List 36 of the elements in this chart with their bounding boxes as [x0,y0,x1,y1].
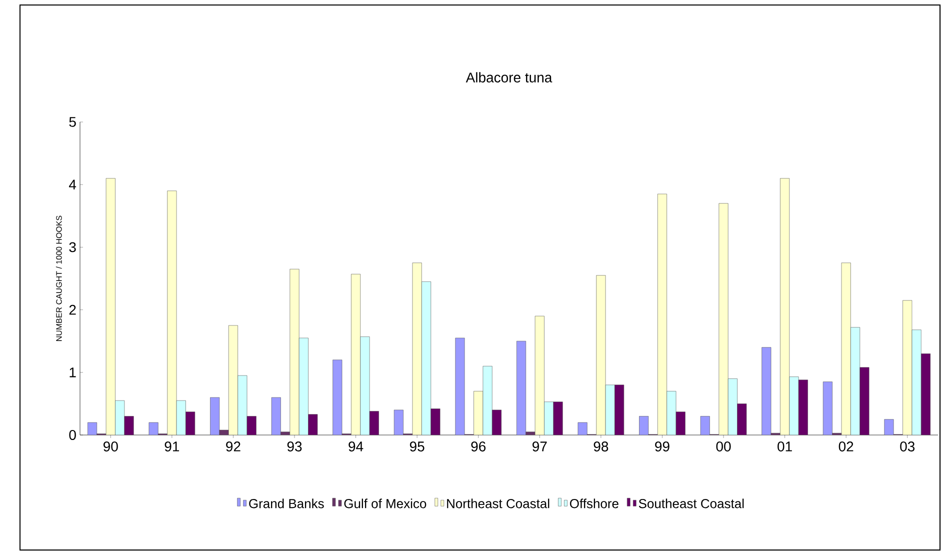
legend-label: Offshore [570,498,618,508]
bar [798,380,808,435]
x-tick-label: 91 [164,442,180,452]
x-tick-label: 00 [716,442,731,452]
x-tick-label: 99 [655,442,670,452]
bar [186,412,196,435]
x-tick-label: 93 [287,442,302,452]
legend-label: Northeast Coastal [447,498,550,508]
x-tick-label: 03 [900,442,915,452]
bar [614,384,624,435]
bar [921,353,931,435]
x-tick-label: 92 [226,442,240,452]
y-tick-label: 4 [68,180,76,190]
y-tick-label: 0 [69,430,76,440]
legend-label: Gulf of Mexico [344,498,426,508]
y-tick-label: 2 [69,304,76,315]
y-tick-label: 1 [70,368,76,378]
x-tick-label: 02 [838,442,854,452]
x-tick-label: 01 [778,442,792,452]
x-tick-label: 95 [410,442,424,452]
y-tick-label: 3 [69,242,76,252]
legend-label: Grand Banks [249,498,324,508]
bar [860,367,870,435]
x-tick-label: 98 [594,442,608,452]
x-tick-label: 94 [348,442,364,452]
bar [430,408,440,435]
bar [676,412,686,435]
x-tick-label: 96 [471,442,486,452]
y-tick-label: 5 [69,117,76,127]
legend-label: Southeast Coastal [638,498,744,508]
bar [553,402,563,435]
x-tick-label: 97 [532,442,547,452]
chart-title: Albacore tuna [466,72,552,82]
x-tick-label: 90 [104,442,118,452]
y-axis-title: NUMBER CAUGHT / 1000 HOOKS [56,216,62,341]
bar [737,404,747,435]
